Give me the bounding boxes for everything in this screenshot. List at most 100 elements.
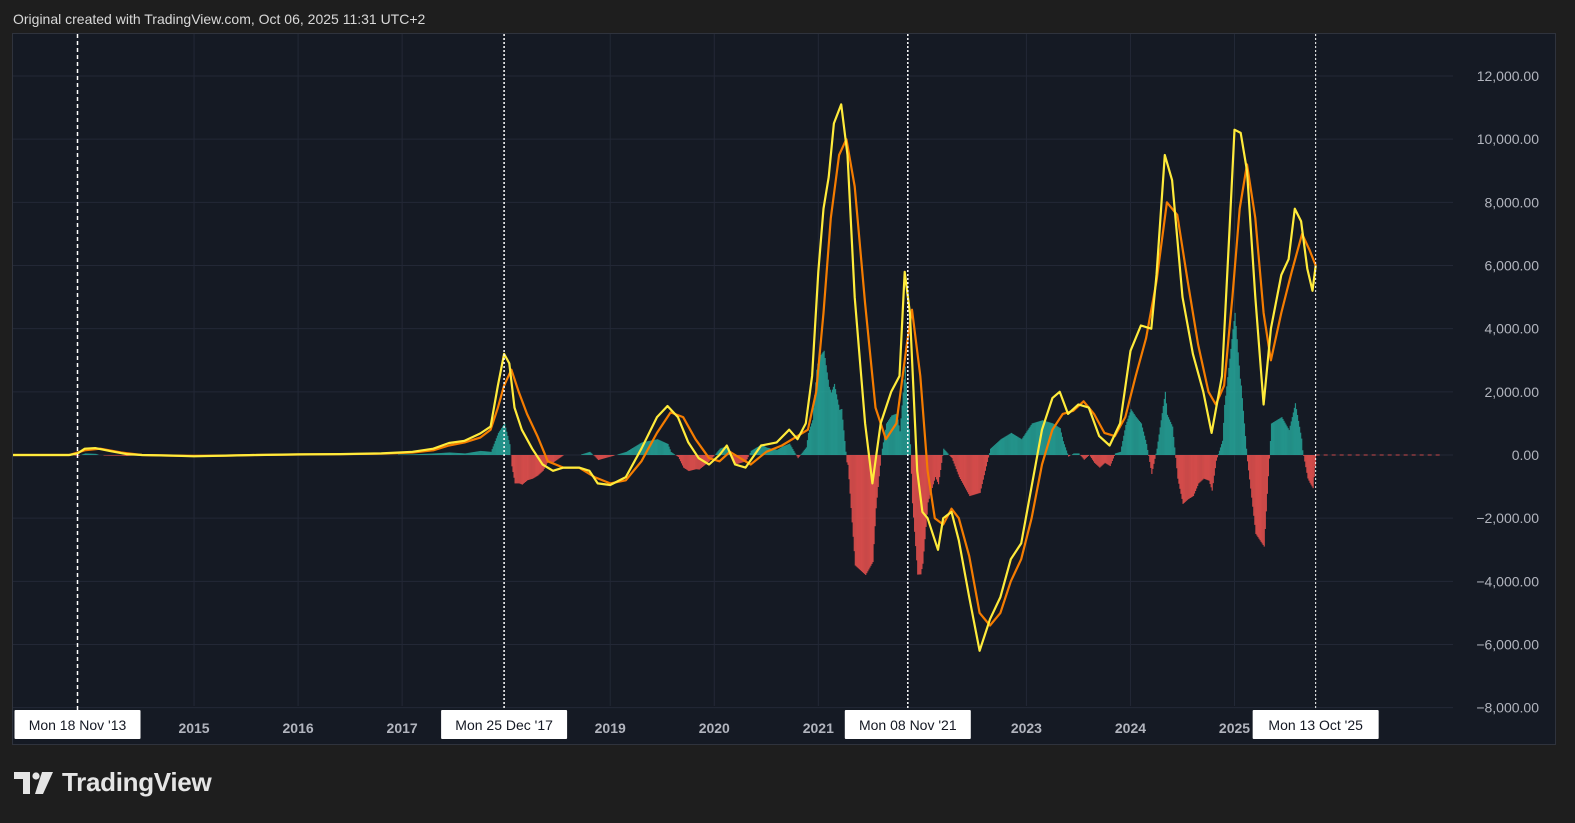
histogram-bar [1063,444,1066,455]
histogram-bar [913,455,915,518]
histogram-bar [1029,426,1031,455]
histogram-bar [1253,455,1255,516]
histogram-bar [1013,434,1016,455]
histogram-bar [650,440,653,455]
histogram-bar [991,447,993,455]
histogram-bar [1061,436,1063,455]
histogram-bar [965,455,967,489]
histogram-bar [1135,417,1137,455]
histogram-bar [588,452,590,455]
histogram-bar [1256,455,1258,536]
histogram-bar [1027,429,1029,455]
histogram-bar [75,455,77,456]
histogram-bar [883,436,886,455]
histogram-bar [582,454,584,455]
histogram-bar [1052,423,1054,455]
tradingview-brand[interactable]: TradingView [14,767,212,798]
histogram-bar [1031,423,1033,455]
histogram-bar [809,426,812,455]
histogram-bar [855,455,857,567]
histogram-bar [829,389,831,455]
histogram-bar [762,445,764,455]
histogram-bar [1270,423,1273,455]
histogram-bar [123,455,125,456]
histogram-bar [481,450,483,455]
histogram-bar [1021,439,1023,455]
histogram-bar [800,454,802,455]
histogram-bar [936,455,939,482]
histogram-bar [750,450,752,455]
histogram-bar [539,455,541,474]
histogram-bar [1011,433,1014,455]
histogram-bar [86,453,89,455]
histogram-bar [851,455,853,523]
histogram-bar [1134,415,1136,455]
histogram-bar [911,455,914,504]
histogram-bar [1203,455,1205,479]
macd-chart[interactable]: 12,000.00 10,000.00 8,000.00 6,000.00 4,000.… [13,34,1555,744]
histogram-bar [881,448,883,455]
histogram-bar [1210,455,1212,488]
histogram-bar [535,455,537,477]
histogram-bar [705,455,708,464]
histogram-bar [1184,455,1186,503]
histogram-bar [1286,426,1288,455]
histogram-bar [474,451,477,455]
histogram-bar [805,447,808,455]
chart-panel[interactable]: 12,000.00 10,000.00 8,000.00 6,000.00 4,000.… [12,33,1556,745]
histogram-bar [1119,452,1121,455]
histogram-bar [872,455,874,563]
histogram-bar [976,455,978,494]
histogram-bar [589,451,591,455]
histogram-bar [666,443,668,455]
histogram-bar [806,440,809,455]
histogram-bar [126,455,128,456]
histogram-bar [1241,398,1243,455]
histogram-bar [825,365,827,455]
histogram-bar [1216,455,1219,458]
histogram-bar [966,455,968,491]
histogram-bar [78,455,80,456]
histogram-bar [1188,455,1190,499]
histogram-bar [814,394,816,455]
histogram-bar [1152,455,1154,469]
x-tick-label: 2019 [595,720,626,736]
histogram-bar [687,455,689,471]
y-tick-label: 6,000.00 [1485,258,1540,274]
histogram-bar [1265,455,1267,512]
histogram-bar [619,453,621,455]
histogram-bar [1218,450,1221,455]
histogram-bar [1215,455,1217,461]
histogram-bar [81,454,83,456]
date-marker-box [14,710,141,739]
histogram-bar [723,447,725,455]
histogram-bar [1281,417,1283,455]
histogram-bar [597,455,599,461]
histogram-bar [1178,455,1180,484]
histogram-bar [959,455,962,480]
histogram-bar [797,455,799,459]
histogram-bar [1240,385,1242,455]
histogram-bar [109,455,111,456]
histogram-bar [544,455,546,468]
histogram-bar [477,451,479,455]
histogram-bar [643,441,645,455]
histogram-bar [798,455,800,457]
histogram-bar [916,455,918,561]
x-tick-label: 2021 [803,720,834,736]
histogram-bar [624,452,626,455]
histogram-bar [117,455,119,456]
histogram-bar [1101,455,1103,466]
histogram-bar [461,453,463,455]
histogram-bar [1053,424,1055,455]
histogram-bar [882,442,885,455]
histogram-bar [879,455,881,466]
histogram-bar [621,453,623,455]
histogram-bar [635,446,637,455]
histogram-bar [672,453,674,455]
histogram-bar [514,455,516,484]
histogram-bar [444,452,446,455]
histogram-bar [487,451,489,455]
date-marker-box [441,710,568,739]
histogram-bar [419,454,422,455]
